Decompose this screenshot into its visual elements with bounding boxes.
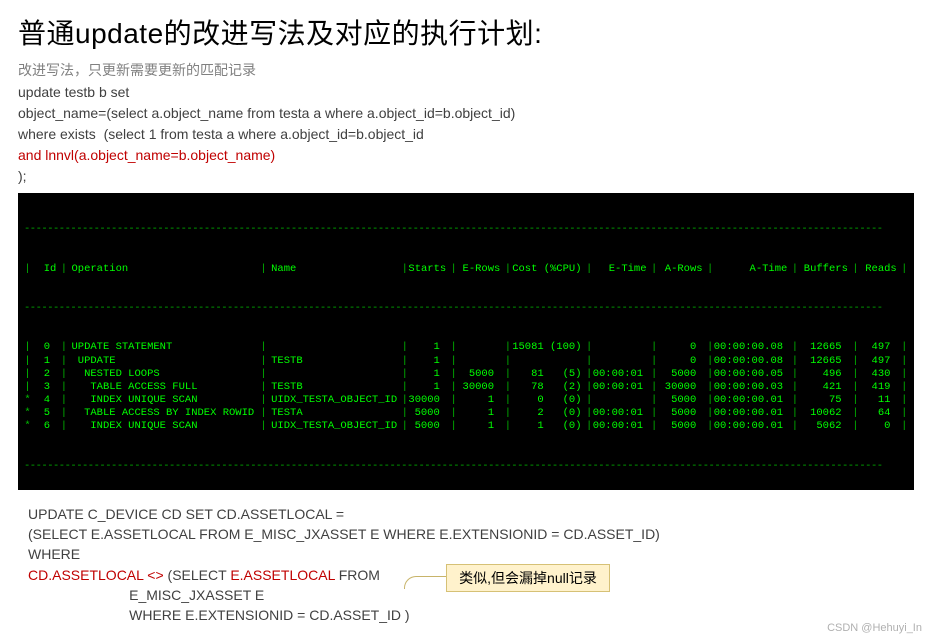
sql2-l4-b: (SELECT [168, 567, 231, 583]
plan-h-reads: Reads [859, 263, 901, 276]
plan-data-row: |2 | NESTED LOOPS||1 |5000 |81 (5)|00:00… [24, 368, 908, 381]
sql1-line1: update testb b set [18, 82, 914, 103]
plan-data-row: *5 | TABLE ACCESS BY INDEX ROWID|TESTA|5… [24, 407, 908, 420]
plan-h-op: Operation [67, 263, 259, 276]
sql-block-1: update testb b set object_name=(select a… [18, 82, 914, 187]
plan-data-row: |0 |UPDATE STATEMENT||1 | |15081 (100)| … [24, 341, 908, 354]
sql1-line5: ); [18, 166, 914, 187]
plan-h-atime: A-Time [714, 263, 792, 276]
sql2-line1: UPDATE C_DEVICE CD SET CD.ASSETLOCAL = [28, 504, 914, 524]
sql2-line3: WHERE [28, 544, 914, 564]
plan-header-row: |Id |Operation |Name |Starts |E-Rows |Co… [24, 263, 908, 276]
plan-h-cost: Cost (%CPU) [512, 263, 586, 276]
subtitle: 改进写法，只更新需要更新的匹配记录 [18, 60, 914, 80]
plan-hr-top: ----------------------------------------… [24, 223, 908, 236]
watermark: CSDN @Hehuyi_In [827, 622, 922, 634]
plan-data-row: *4 | INDEX UNIQUE SCAN|UIDX_TESTA_OBJECT… [24, 394, 908, 407]
sql-block-2: UPDATE C_DEVICE CD SET CD.ASSETLOCAL = (… [28, 504, 914, 626]
page-title: 普通update的改进写法及对应的执行计划: [18, 12, 914, 52]
sql1-line4-lnnvl: and lnnvl(a.object_name=b.object_name) [18, 145, 914, 166]
plan-h-arows: A-Rows [658, 263, 707, 276]
plan-data-row: |1 | UPDATE|TESTB|1 | || |0 |00:00:00.08… [24, 355, 908, 368]
sql1-line2: object_name=(select a.object_name from t… [18, 103, 914, 124]
plan-h-id: Id [31, 263, 60, 276]
sql2-l4-red-c: E.ASSETLOCAL [230, 567, 338, 583]
callout-connector [404, 576, 450, 589]
plan-h-starts: Starts [408, 263, 450, 276]
plan-hr-mid: ----------------------------------------… [24, 302, 908, 315]
plan-hr-bot: ----------------------------------------… [24, 460, 908, 473]
sql2-line6: WHERE E.EXTENSIONID = CD.ASSET_ID ) [28, 605, 914, 625]
sql2-l4-red-a: CD.ASSETLOCAL <> [28, 567, 168, 583]
plan-h-erows: E-Rows [457, 263, 504, 276]
execution-plan: ----------------------------------------… [18, 193, 914, 490]
sql1-line3: where exists (select 1 from testa a wher… [18, 124, 914, 145]
plan-data-row: *6 | INDEX UNIQUE SCAN|UIDX_TESTA_OBJECT… [24, 420, 908, 433]
sql2-l4-d: FROM [339, 567, 380, 583]
plan-h-name: Name [267, 263, 401, 276]
plan-h-etime: E-Time [593, 263, 651, 276]
plan-h-buffers: Buffers [799, 263, 852, 276]
callout-box: 类似,但会漏掉null记录 [446, 564, 610, 592]
sql2-line2: (SELECT E.ASSETLOCAL FROM E_MISC_JXASSET… [28, 524, 914, 544]
plan-data-row: |3 | TABLE ACCESS FULL|TESTB|1 |30000 |7… [24, 381, 908, 394]
